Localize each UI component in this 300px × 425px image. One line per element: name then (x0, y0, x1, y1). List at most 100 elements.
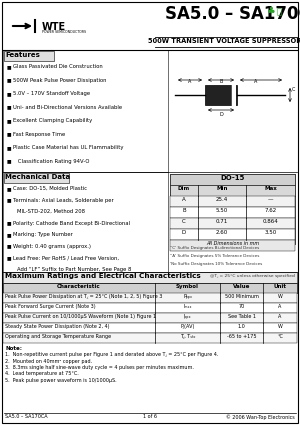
Text: -65 to +175: -65 to +175 (227, 334, 256, 339)
Text: ■: ■ (7, 221, 12, 226)
Text: T⁁, Tₛₜₒ: T⁁, Tₛₜₒ (180, 334, 195, 339)
Text: Operating and Storage Temperature Range: Operating and Storage Temperature Range (5, 334, 111, 339)
Text: WTE: WTE (42, 22, 66, 32)
Bar (232, 84, 236, 106)
Text: 70: 70 (238, 304, 244, 309)
Text: 1.  Non-repetitive current pulse per Figure 1 and derated above T⁁ = 25°C per Fi: 1. Non-repetitive current pulse per Figu… (5, 352, 218, 357)
Text: 1.0: 1.0 (238, 324, 245, 329)
Text: A: A (278, 304, 282, 309)
Text: Excellent Clamping Capability: Excellent Clamping Capability (13, 118, 92, 123)
Bar (170, 174, 295, 185)
Text: SA5.0 – SA170CA: SA5.0 – SA170CA (165, 5, 300, 23)
Text: Classification Rating 94V-O: Classification Rating 94V-O (13, 159, 89, 164)
Text: 2.  Mounted on 40mm² copper pad.: 2. Mounted on 40mm² copper pad. (5, 359, 92, 363)
Text: © 2006 Wan-Top Electronics: © 2006 Wan-Top Electronics (226, 414, 295, 419)
Bar (4, 51, 54, 61)
Text: B: B (182, 208, 186, 213)
Text: ■: ■ (7, 198, 12, 202)
Text: Fast Response Time: Fast Response Time (13, 131, 65, 136)
Text: ''A' Suffix Designates 5% Tolerance Devices: ''A' Suffix Designates 5% Tolerance Devi… (170, 254, 260, 258)
Text: ■: ■ (7, 105, 12, 110)
Text: 'No Suffix Designates 10% Tolerance Devices: 'No Suffix Designates 10% Tolerance Devi… (170, 262, 262, 266)
Text: Steady State Power Dissipation (Note 2, 4): Steady State Power Dissipation (Note 2, … (5, 324, 109, 329)
Text: 500W Peak Pulse Power Dissipation: 500W Peak Pulse Power Dissipation (13, 77, 106, 82)
Bar (170, 218, 295, 229)
Text: ■: ■ (7, 91, 12, 96)
Text: Maximum Ratings and Electrical Characteristics: Maximum Ratings and Electrical Character… (5, 273, 201, 279)
Bar (3, 303, 297, 313)
Text: ■: ■ (7, 131, 12, 136)
Text: A: A (278, 314, 282, 319)
Text: ''C' Suffix Designates Bi-directional Devices: ''C' Suffix Designates Bi-directional De… (170, 246, 259, 250)
Text: Features: Features (5, 52, 40, 58)
Text: POWER SEMICONDUCTORS: POWER SEMICONDUCTORS (42, 30, 86, 34)
Text: Peak Pulse Current on 10/1000μS Waveform (Note 1) Figure 1: Peak Pulse Current on 10/1000μS Waveform… (5, 314, 156, 319)
Text: Marking: Type Number: Marking: Type Number (13, 232, 73, 237)
Text: —: — (268, 197, 273, 202)
Text: ■: ■ (7, 244, 12, 249)
Text: 1 of 6: 1 of 6 (143, 414, 157, 419)
Bar (205, 85, 237, 105)
Text: ■: ■ (7, 232, 12, 237)
Text: 4.  Lead temperature at 75°C.: 4. Lead temperature at 75°C. (5, 371, 79, 377)
Text: ■: ■ (7, 186, 12, 191)
Text: W: W (278, 324, 282, 329)
Text: Case: DO-15, Molded Plastic: Case: DO-15, Molded Plastic (13, 186, 87, 191)
Bar (170, 174, 295, 244)
Text: Dim: Dim (178, 186, 190, 191)
Text: 25.4: 25.4 (216, 197, 228, 202)
Text: 3.  8.3ms single half sine-wave duty cycle = 4 pulses per minutes maximum.: 3. 8.3ms single half sine-wave duty cycl… (5, 365, 194, 370)
Text: 2.60: 2.60 (216, 230, 228, 235)
Text: ■: ■ (7, 118, 12, 123)
Bar (170, 229, 295, 240)
Text: ■: ■ (7, 64, 12, 69)
Text: Iₘₛₓ: Iₘₛₓ (183, 304, 192, 309)
Text: Uni- and Bi-Directional Versions Available: Uni- and Bi-Directional Versions Availab… (13, 105, 122, 110)
Bar (3, 272, 297, 283)
Text: ■: ■ (7, 255, 12, 260)
Bar (3, 293, 297, 303)
Text: Pₚₚₓ: Pₚₚₓ (183, 294, 192, 299)
Bar (3, 283, 297, 293)
Bar (170, 240, 295, 251)
Text: D: D (219, 112, 223, 117)
Text: Plastic Case Material has UL Flammability: Plastic Case Material has UL Flammabilit… (13, 145, 124, 150)
Text: Characteristic: Characteristic (57, 284, 101, 289)
Text: Lead Free: Per RoHS / Lead Free Version,: Lead Free: Per RoHS / Lead Free Version, (13, 255, 119, 260)
Text: See Table 1: See Table 1 (227, 314, 256, 319)
Text: ■: ■ (7, 159, 12, 164)
Text: 0.71: 0.71 (216, 219, 228, 224)
Text: Iₚₚₓ: Iₚₚₓ (184, 314, 191, 319)
Text: SA5.0 – SA170CA: SA5.0 – SA170CA (5, 414, 48, 419)
Bar (3, 172, 168, 272)
Text: All Dimensions in mm: All Dimensions in mm (206, 241, 259, 246)
Text: Weight: 0.40 grams (approx.): Weight: 0.40 grams (approx.) (13, 244, 91, 249)
Text: 7.62: 7.62 (264, 208, 277, 213)
Text: Polarity: Cathode Band Except Bi-Directional: Polarity: Cathode Band Except Bi-Directi… (13, 221, 130, 226)
Text: Terminals: Axial Leads, Solderable per: Terminals: Axial Leads, Solderable per (13, 198, 114, 202)
Text: DO-15: DO-15 (220, 175, 245, 181)
Text: 0.864: 0.864 (262, 219, 278, 224)
Text: Mechanical Data: Mechanical Data (5, 174, 70, 180)
Text: MIL-STD-202, Method 208: MIL-STD-202, Method 208 (17, 209, 85, 214)
Bar (3, 50, 168, 172)
Text: Peak Pulse Power Dissipation at T⁁ = 25°C (Note 1, 2, 5) Figure 3: Peak Pulse Power Dissipation at T⁁ = 25°… (5, 294, 162, 299)
Text: A: A (254, 79, 258, 84)
Text: B: B (219, 79, 223, 84)
Text: 3.50: 3.50 (264, 230, 277, 235)
Text: 5.  Peak pulse power waveform is 10/1000μS.: 5. Peak pulse power waveform is 10/1000μ… (5, 378, 117, 383)
Bar (170, 196, 295, 207)
Bar (3, 333, 297, 343)
Text: Symbol: Symbol (176, 284, 199, 289)
Text: 5.0V – 170V Standoff Voltage: 5.0V – 170V Standoff Voltage (13, 91, 90, 96)
Text: ■: ■ (7, 77, 12, 82)
Text: Glass Passivated Die Construction: Glass Passivated Die Construction (13, 64, 103, 69)
Bar (170, 185, 295, 196)
Text: 5.50: 5.50 (216, 208, 228, 213)
Text: Ⓡ: Ⓡ (277, 7, 282, 16)
Text: 500 Minimum: 500 Minimum (225, 294, 258, 299)
Text: Unit: Unit (274, 284, 286, 289)
Text: Min: Min (216, 186, 228, 191)
Text: Note:: Note: (5, 346, 22, 351)
Text: A: A (188, 79, 192, 84)
